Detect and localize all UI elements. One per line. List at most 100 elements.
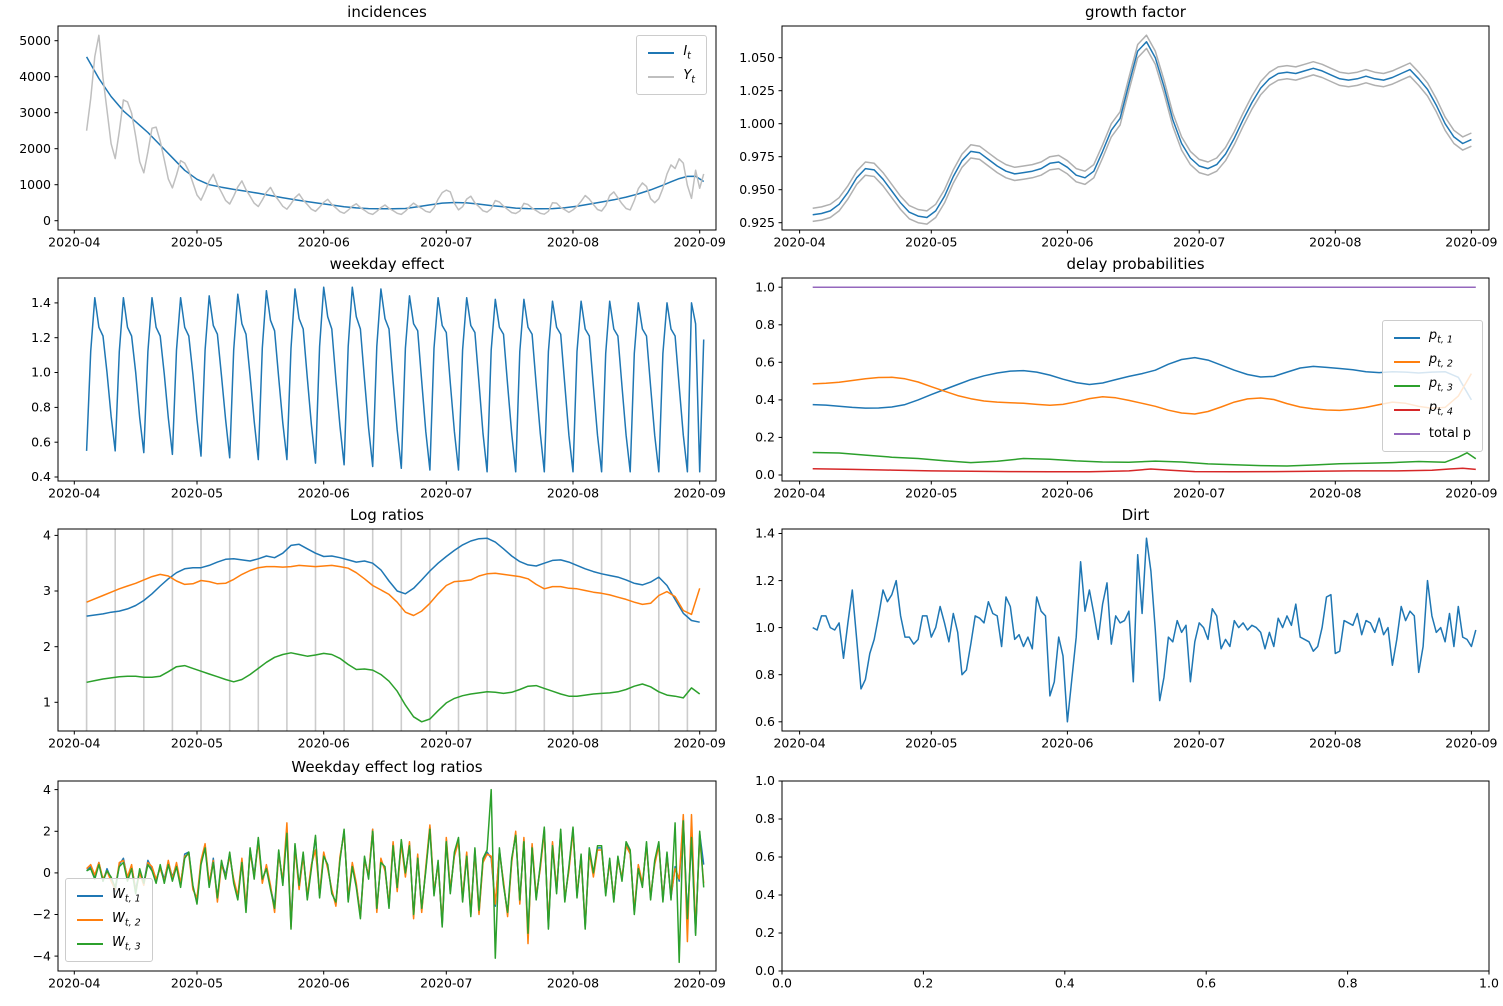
y-tick-label: 0.6 [755, 714, 775, 729]
legend-entry: pt, 1 [1393, 326, 1471, 350]
y-tick-label: 4 [43, 528, 51, 543]
y-tick-label: 2 [43, 639, 51, 654]
plot-title-delay-probabilities: delay probabilities [1066, 255, 1205, 273]
x-tick-label: 2020-07 [420, 736, 472, 751]
legend-label: Wt, 2 [112, 910, 141, 929]
x-tick-label: 2020-08 [1309, 235, 1361, 250]
subplot-delay-probabilities: delay probabilities 2020-04 2020-05 2020-0… [751, 252, 1503, 503]
axis-frame [781, 528, 1490, 732]
x-tick-label: 2020-05 [905, 486, 957, 501]
x-tick-label: 2020-04 [48, 976, 100, 991]
band-upper-growth-factor [812, 34, 1472, 212]
legend-entry: pt, 2 [1393, 350, 1471, 374]
series-log-ratio-3 [86, 652, 701, 723]
y-tick-label: 1 [43, 695, 51, 710]
legend-label: total p [1428, 426, 1471, 441]
y-tick-label: 1.4 [31, 295, 51, 310]
series-Y_t [85, 34, 705, 216]
plot-canvas-log-ratios: 2020-04 2020-05 2020-06 2020-07 2020-08 2020-… [43, 528, 726, 751]
x-tick-label: 2020-09 [674, 976, 726, 991]
x-tick-label: 2020-08 [547, 486, 599, 501]
y-tick-label: −2 [33, 907, 51, 922]
y-tick-label: 0.975 [739, 149, 775, 164]
x-tick-label: 2020-05 [905, 736, 957, 751]
band-lower-growth-factor [812, 47, 1472, 225]
plot-title-weekday-effect-log-ratios: Weekday effect log ratios [291, 758, 483, 776]
y-tick-label: 0.4 [755, 887, 775, 902]
subplot-log-ratios: Log ratios 2020-04 2020-05 2020-06 2020-07 2… [0, 503, 751, 755]
x-tick-label: 0.0 [772, 976, 792, 991]
y-tick-label: 0.950 [739, 182, 775, 197]
x-tick-label: 2020-08 [547, 736, 599, 751]
x-tick-label: 0.6 [1196, 976, 1216, 991]
series-weekday-effect [85, 286, 705, 473]
y-tick-label: −4 [33, 948, 51, 963]
x-tick-label: 2020-06 [298, 976, 350, 991]
plot-canvas-delay-probabilities: 2020-04 2020-05 2020-06 2020-07 2020-08 2020-… [755, 277, 1498, 501]
axis-frame [57, 25, 717, 231]
x-tick-label: 2020-05 [171, 736, 223, 751]
x-tick-label: 2020-07 [1173, 486, 1225, 501]
x-tick-label: 2020-04 [48, 235, 100, 250]
y-tick-label: 0.8 [755, 811, 775, 826]
y-tick-label: 0.6 [755, 849, 775, 864]
axis-frame [57, 277, 717, 482]
x-tick-label: 0.2 [913, 976, 933, 991]
x-tick-label: 2020-04 [773, 736, 825, 751]
x-tick-label: 2020-05 [905, 235, 957, 250]
y-tick-label: 0.6 [755, 355, 775, 370]
plot-canvas-weekday-effect: 2020-04 2020-05 2020-06 2020-07 2020-08 2020-… [31, 277, 726, 501]
x-tick-label: 2020-06 [1041, 736, 1093, 751]
legend-line-swatch [1393, 384, 1420, 387]
x-tick-label: 2020-07 [1173, 235, 1225, 250]
x-tick-label: 2020-04 [48, 736, 100, 751]
x-tick-label: 2020-09 [674, 736, 726, 751]
y-tick-label: 0.4 [31, 469, 51, 484]
x-tick-label: 2020-08 [1309, 736, 1361, 751]
legend-label: Wt, 1 [112, 886, 141, 905]
x-tick-label: 2020-09 [1445, 235, 1497, 250]
series-W_t,3 [86, 788, 705, 964]
x-tick-label: 2020-06 [1041, 486, 1093, 501]
plot-title-growth-factor: growth factor [1085, 3, 1186, 21]
legend-label: pt, 3 [1428, 376, 1453, 395]
legend-line-swatch [77, 919, 103, 921]
plot-canvas-growth-factor: 2020-04 2020-05 2020-06 2020-07 2020-08 2020-… [739, 25, 1498, 250]
axis-frame [781, 277, 1490, 482]
y-tick-label: 1000 [19, 177, 51, 192]
legend-entry: pt, 3 [1393, 374, 1471, 398]
y-tick-label: 0.2 [755, 430, 775, 445]
y-tick-label: 4 [43, 782, 51, 797]
x-tick-label: 2020-06 [298, 235, 350, 250]
legend-label: Yt [683, 67, 695, 86]
legend-entry: total p [1393, 422, 1471, 446]
y-tick-label: 4000 [19, 69, 51, 84]
axis-frame [781, 780, 1490, 972]
legend-line-swatch [77, 943, 103, 945]
legend-entry: It [648, 41, 695, 65]
x-tick-label: 2020-08 [547, 235, 599, 250]
x-tick-label: 2020-07 [420, 235, 472, 250]
legend-entry: Wt, 1 [77, 884, 141, 908]
x-tick-label: 2020-05 [171, 976, 223, 991]
series-dirt [812, 537, 1477, 723]
x-tick-label: 2020-07 [1173, 736, 1225, 751]
y-tick-label: 1.0 [755, 620, 775, 635]
y-tick-label: 1.0 [755, 773, 775, 788]
y-tick-label: 0.2 [755, 925, 775, 940]
y-tick-label: 1.2 [755, 573, 775, 588]
legend: It Yt [636, 35, 707, 95]
y-tick-label: 0.925 [739, 215, 775, 230]
series-log-ratio-1 [86, 537, 700, 623]
subplot-weekday-effect: weekday effect 2020-04 2020-05 2020-06 2020… [0, 252, 751, 503]
y-tick-label: 0.4 [755, 392, 775, 407]
y-tick-label: 0.0 [755, 963, 775, 978]
y-tick-label: 0.0 [755, 467, 775, 482]
x-tick-label: 2020-09 [1445, 736, 1497, 751]
y-tick-label: 1.0 [755, 279, 775, 294]
legend-label: pt, 2 [1428, 352, 1453, 371]
plot-title-log-ratios: Log ratios [350, 506, 424, 524]
y-tick-label: 0 [43, 213, 51, 228]
subplot-incidences: incidences 2020-04 2020-05 2020-06 2020-07 2… [0, 0, 751, 252]
